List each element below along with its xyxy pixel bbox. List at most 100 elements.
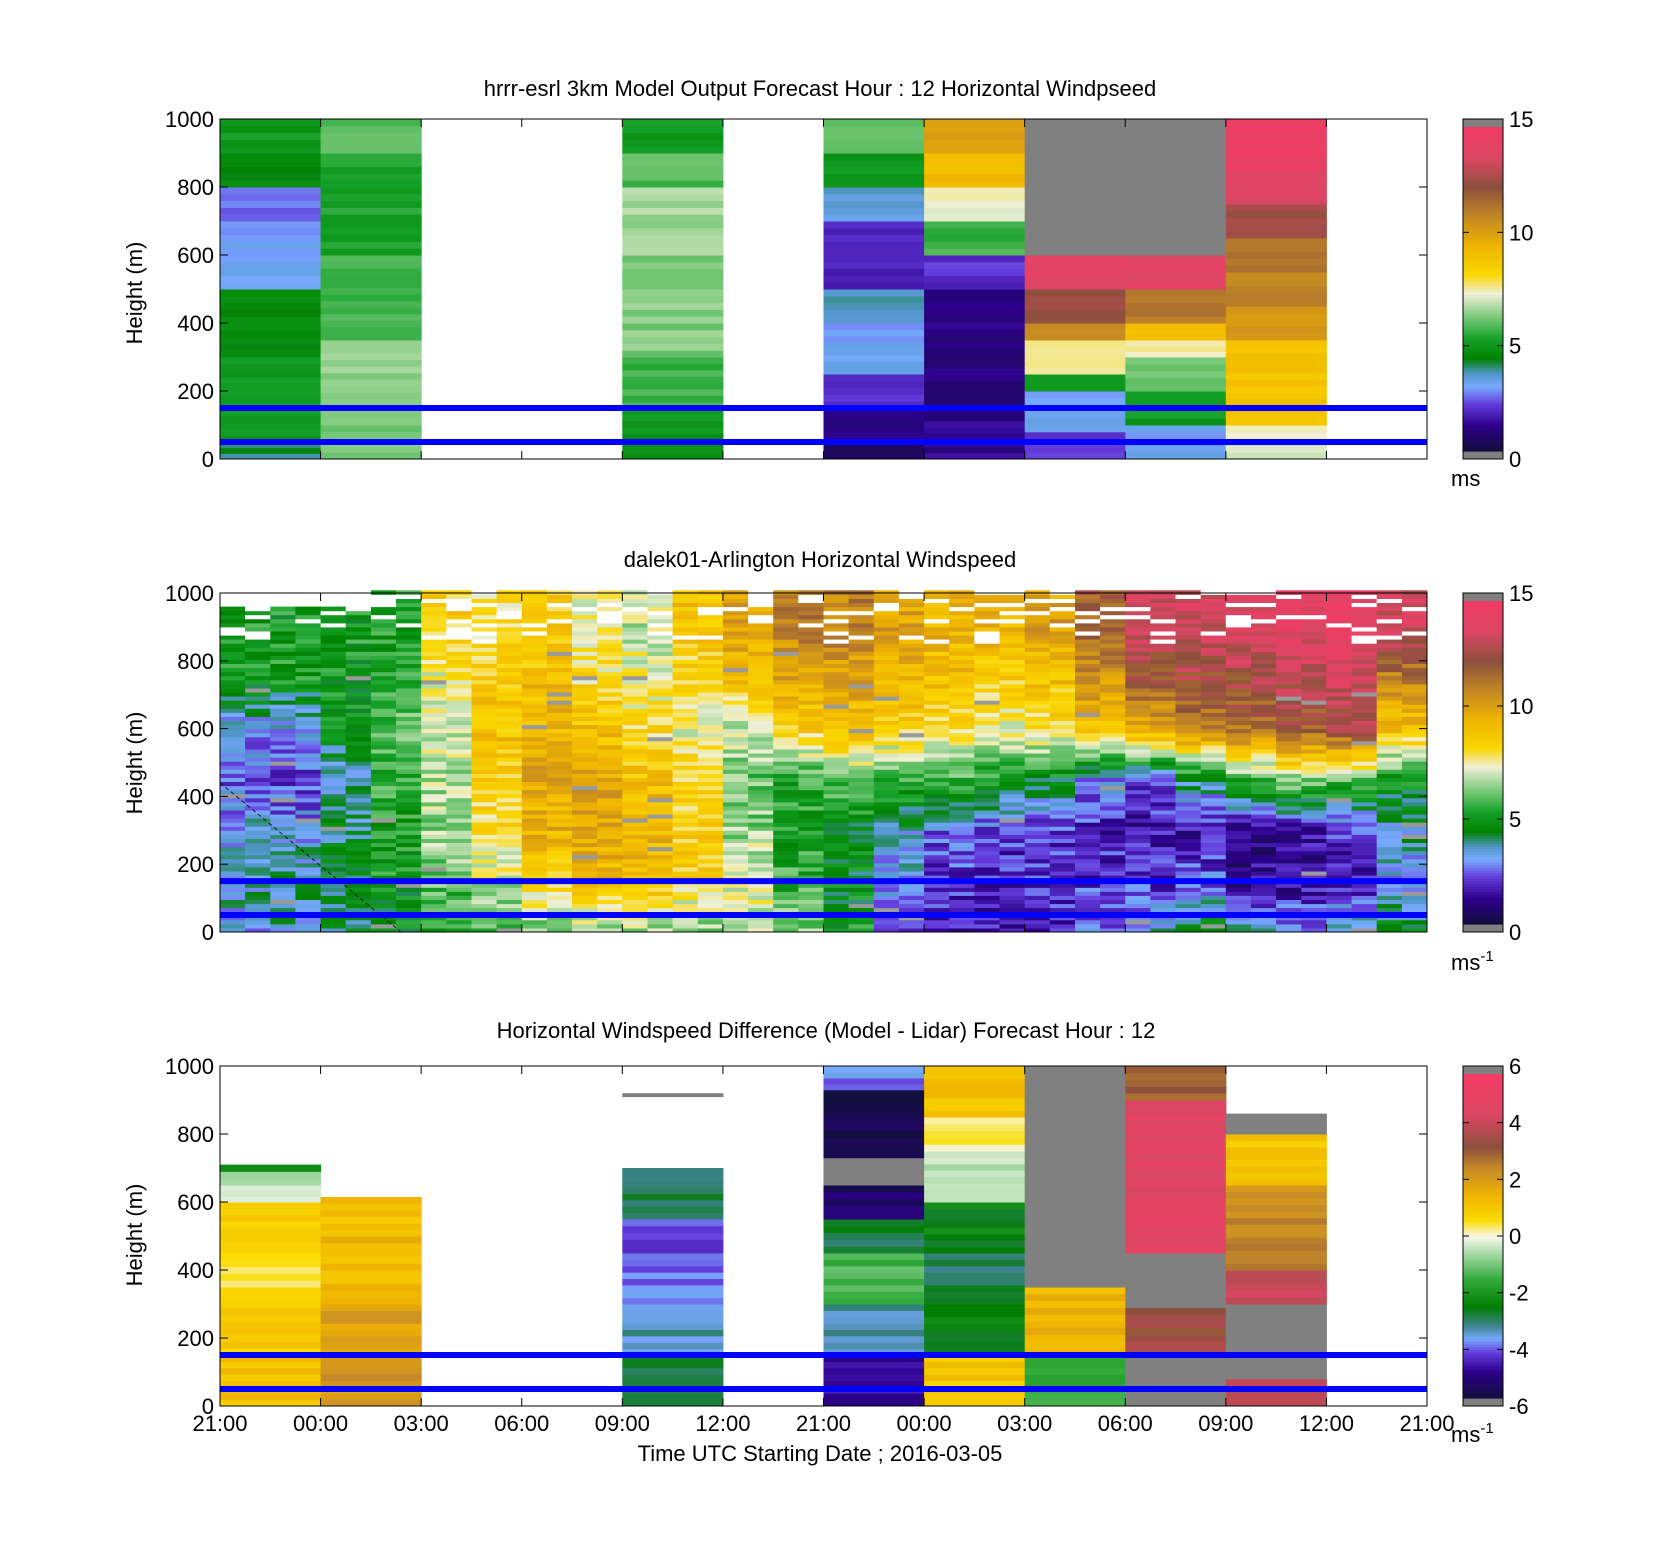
heatmap-cell — [370, 647, 397, 652]
heatmap-cell — [1401, 736, 1428, 742]
heatmap-cell — [1125, 671, 1151, 677]
heatmap-cell — [1276, 610, 1302, 616]
heatmap-cell — [798, 618, 824, 624]
heatmap-cell — [496, 610, 523, 616]
heatmap-cell — [496, 838, 523, 843]
heatmap-cell — [949, 687, 975, 693]
heatmap-cell — [873, 793, 900, 799]
heatmap-cell — [622, 343, 724, 351]
heatmap-cell — [220, 797, 246, 803]
heatmap-cell — [521, 626, 548, 632]
heatmap-cell — [873, 765, 900, 770]
heatmap-cell — [1024, 340, 1126, 348]
heatmap-cell — [697, 875, 724, 880]
heatmap-cell — [697, 761, 724, 766]
heatmap-cell — [1150, 818, 1176, 823]
heatmap-cell — [1225, 639, 1252, 644]
heatmap-cell — [1150, 647, 1176, 652]
heatmap-cell — [1376, 724, 1403, 730]
heatmap-cell — [1024, 696, 1051, 701]
heatmap-cell — [521, 687, 548, 693]
heatmap-cell — [1225, 842, 1252, 848]
heatmap-cell — [1049, 826, 1076, 831]
colorbar-swatch — [1463, 767, 1503, 772]
heatmap-cell — [320, 724, 347, 730]
heatmap-cell — [924, 394, 1026, 402]
heatmap-cell — [1276, 773, 1302, 778]
heatmap-cell — [1251, 846, 1277, 852]
heatmap-cell — [1251, 927, 1277, 933]
heatmap-cell — [245, 854, 271, 860]
heatmap-cell — [1276, 720, 1302, 726]
heatmap-cell — [672, 826, 699, 831]
heatmap-cell — [320, 903, 347, 909]
heatmap-cell — [521, 887, 548, 892]
heatmap-cell — [622, 1323, 724, 1330]
heatmap-cell — [1100, 875, 1126, 880]
heatmap-cell — [697, 822, 724, 827]
heatmap-cell — [521, 610, 548, 616]
heatmap-cell — [521, 753, 548, 758]
heatmap-cell — [672, 899, 699, 905]
heatmap-cell — [1351, 602, 1378, 608]
heatmap-cell — [924, 1323, 1026, 1330]
heatmap-cell — [823, 903, 850, 909]
heatmap-cell — [245, 927, 271, 933]
heatmap-cell — [345, 842, 372, 848]
heatmap-cell — [974, 712, 1000, 717]
heatmap-cell — [270, 716, 296, 721]
heatmap-cell — [370, 598, 397, 603]
heatmap-cell — [672, 895, 699, 900]
heatmap-cell — [999, 757, 1026, 762]
heatmap-cell — [848, 765, 875, 770]
heatmap-cell — [773, 923, 799, 929]
heatmap-cell — [1225, 610, 1252, 616]
heatmap-cell — [1225, 643, 1252, 648]
heatmap-cell — [1125, 797, 1151, 803]
heatmap-cell — [320, 622, 347, 628]
heatmap-cell — [220, 883, 246, 888]
heatmap-cell — [1200, 814, 1227, 819]
heatmap-cell — [370, 696, 397, 701]
heatmap-cell — [848, 631, 875, 636]
heatmap-cell — [1301, 598, 1327, 603]
heatmap-cell — [546, 895, 573, 900]
heatmap-cell — [572, 842, 598, 848]
heatmap-cell — [496, 614, 523, 620]
heatmap-cell — [546, 887, 573, 892]
heatmap-cell — [949, 626, 975, 632]
heatmap-cell — [974, 647, 1000, 652]
heatmap-cell — [1225, 675, 1252, 681]
heatmap-cell — [1150, 594, 1176, 599]
heatmap-cell — [597, 704, 623, 709]
heatmap-cell — [421, 761, 447, 766]
colorbar-swatch — [1463, 170, 1503, 174]
heatmap-cell — [924, 374, 1026, 382]
heatmap-cell — [446, 692, 472, 697]
heatmap-cell — [823, 858, 850, 864]
heatmap-cell — [949, 773, 975, 778]
heatmap-cell — [999, 871, 1026, 876]
heatmap-cell — [1401, 614, 1428, 620]
heatmap-cell — [396, 862, 422, 868]
heatmap-cell — [320, 862, 347, 868]
heatmap-cell — [521, 891, 548, 896]
heatmap-cell — [1401, 716, 1428, 721]
heatmap-cell — [546, 830, 573, 835]
heatmap-cell — [295, 671, 321, 677]
heatmap-cell — [245, 744, 271, 750]
heatmap-cell — [421, 679, 447, 685]
heatmap-cell — [1024, 679, 1051, 685]
heatmap-cell — [1175, 651, 1202, 656]
heatmap-cell — [370, 663, 397, 669]
heatmap-cell — [748, 610, 774, 616]
heatmap-cell — [320, 425, 422, 433]
heatmap-cell — [370, 883, 397, 888]
heatmap-cell — [622, 1374, 724, 1381]
heatmap-cell — [471, 927, 498, 933]
heatmap-cell — [245, 822, 271, 827]
heatmap-cell — [697, 871, 724, 876]
colorbar-swatch — [1463, 627, 1503, 632]
heatmap-cell — [496, 598, 523, 603]
heatmap-cell — [672, 639, 699, 644]
